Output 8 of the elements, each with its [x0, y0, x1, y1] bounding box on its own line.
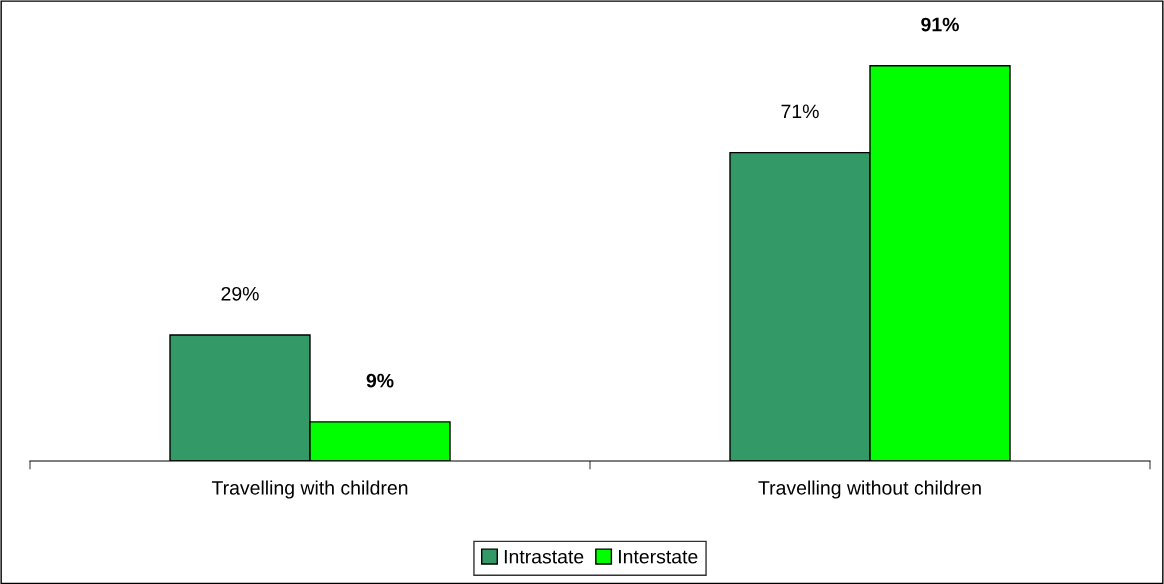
data-label: 71% [781, 104, 819, 119]
data-label: 9% [366, 373, 394, 388]
data-label: 29% [221, 286, 259, 301]
x-tick-label: Travelling without children [758, 480, 981, 499]
x-tick-label: Travelling with children [211, 480, 408, 499]
legend-label: Intrastate [504, 550, 584, 564]
data-label: 91% [921, 17, 959, 32]
legend-label: Interstate [619, 550, 698, 564]
